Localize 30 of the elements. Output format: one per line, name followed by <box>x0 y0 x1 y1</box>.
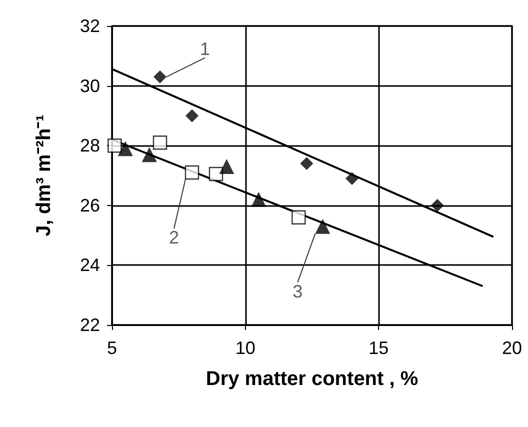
y-tick-label: 30 <box>80 76 100 96</box>
point <box>154 70 166 84</box>
y-tick-label: 32 <box>80 16 100 36</box>
y-tick-label: 28 <box>80 136 100 156</box>
point <box>219 159 234 174</box>
point <box>430 198 444 212</box>
point <box>108 138 122 153</box>
point <box>184 165 200 180</box>
y-tick-label: 24 <box>80 255 100 276</box>
point <box>142 147 157 162</box>
x-tick-label: 20 <box>502 338 522 358</box>
point <box>346 172 358 185</box>
point <box>186 109 198 122</box>
x-tick-label: 5 <box>106 338 118 358</box>
y-tick-label: 22 <box>80 315 100 335</box>
point <box>300 157 314 170</box>
y-tick-label: 26 <box>80 195 100 216</box>
point <box>315 218 330 234</box>
point <box>292 210 306 224</box>
point <box>208 166 224 182</box>
point <box>152 136 168 150</box>
x-axis-title: Dry matter content , % <box>206 368 418 390</box>
text: 2 <box>168 228 180 248</box>
point <box>251 192 266 207</box>
point <box>118 141 133 156</box>
text: 3 <box>292 281 303 302</box>
y-axis-title: J, dm³ m⁻²h⁻¹ <box>33 114 55 236</box>
x-tick-label: 10 <box>235 338 256 358</box>
text: 1 <box>200 38 210 59</box>
x-tick-label: 15 <box>368 338 389 358</box>
